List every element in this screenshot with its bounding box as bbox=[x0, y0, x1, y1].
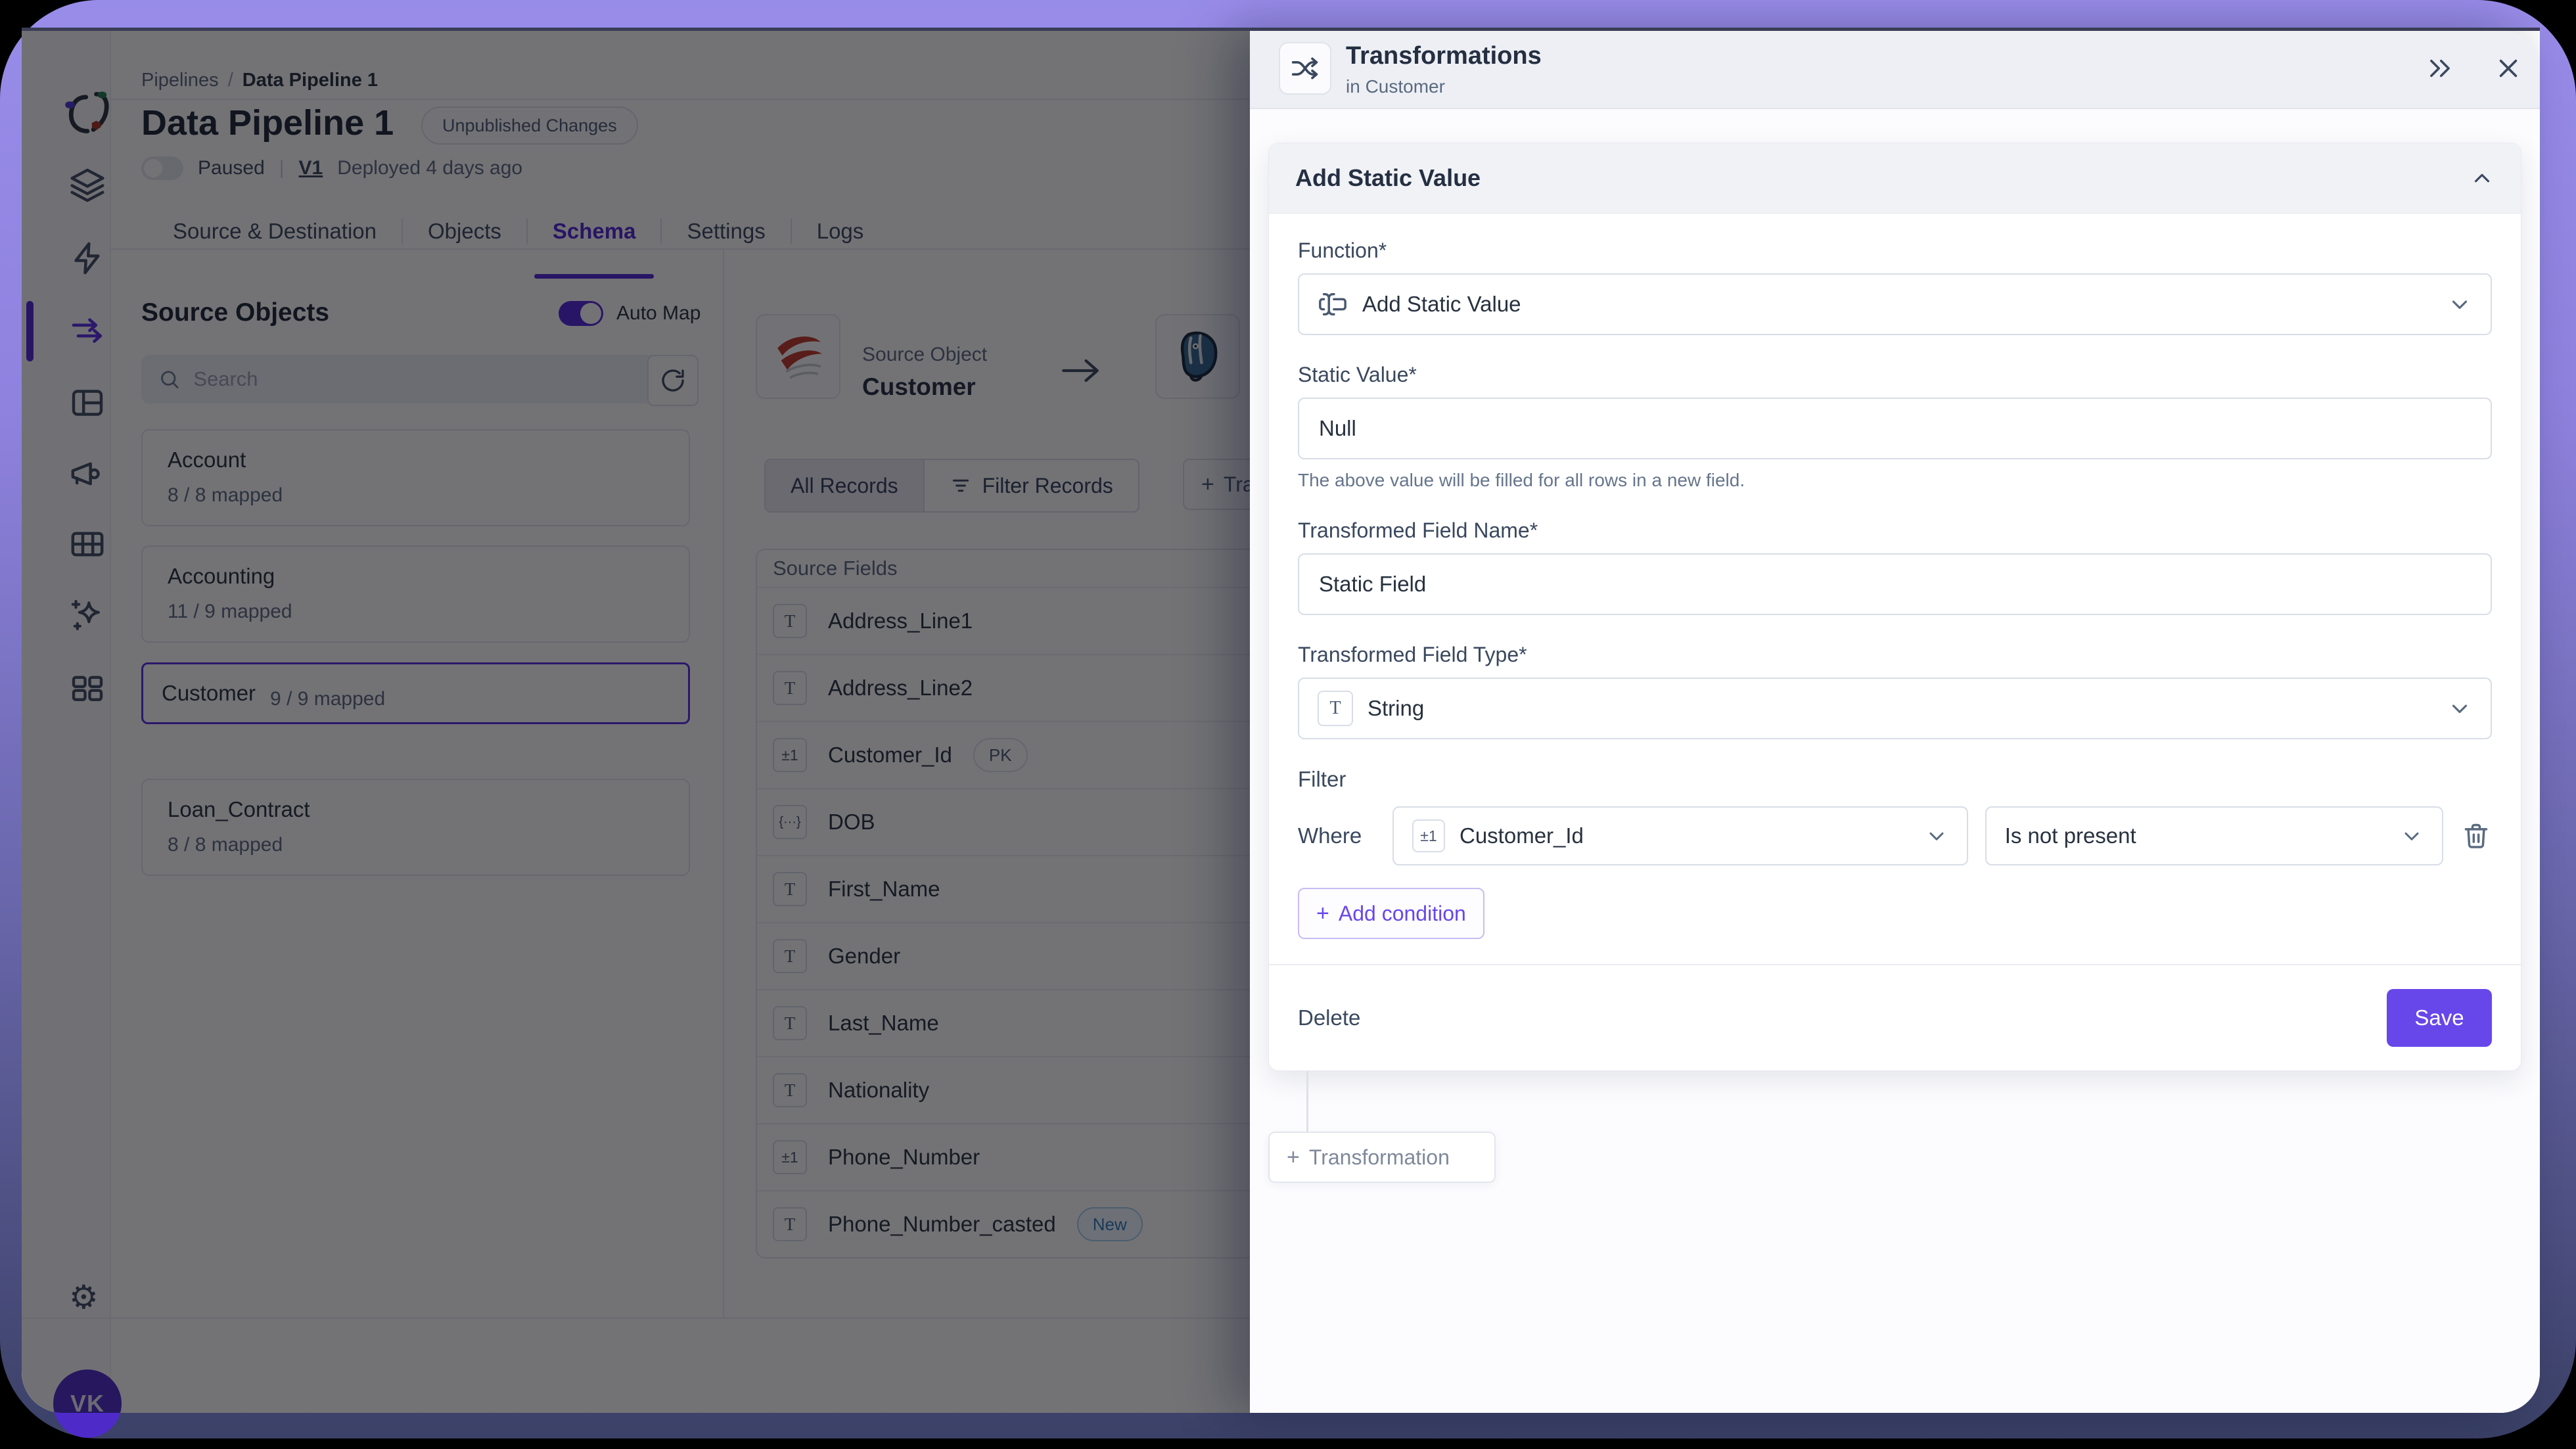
filter-field-value: Customer_Id bbox=[1460, 823, 1584, 848]
panel-title: Transformations bbox=[1346, 42, 1542, 70]
plus-icon: + bbox=[1287, 1145, 1300, 1170]
function-select[interactable]: Add Static Value bbox=[1298, 273, 2492, 335]
transformations-panel: Transformations in Customer Add Static V… bbox=[1250, 30, 2540, 1413]
card-title: Add Static Value bbox=[1295, 164, 1481, 191]
new-transformation-label: Transformation bbox=[1308, 1145, 1450, 1169]
field-type-label: Transformed Field Type* bbox=[1298, 643, 1527, 666]
add-static-value-card: Add Static Value Function* Add Static Va… bbox=[1268, 143, 2521, 1071]
chevron-down-icon bbox=[1925, 824, 1948, 848]
trash-icon bbox=[2464, 823, 2488, 848]
window-top-edge bbox=[22, 28, 2540, 31]
static-value-field bbox=[1298, 398, 2492, 459]
chevrons-right-icon bbox=[2430, 59, 2450, 78]
static-value-label: Static Value* bbox=[1298, 363, 1417, 386]
filter-section-label: Filter bbox=[1298, 767, 1346, 791]
function-value: Add Static Value bbox=[1362, 292, 1521, 316]
text-cursor-input-icon bbox=[1319, 292, 1346, 316]
function-label: Function* bbox=[1298, 239, 1387, 262]
card-footer: Delete Save bbox=[1269, 964, 2521, 1070]
filter-field-select[interactable]: ±1 Customer_Id bbox=[1392, 806, 1968, 865]
add-condition-label: Add condition bbox=[1338, 901, 1466, 925]
field-name-field bbox=[1298, 553, 2492, 615]
new-transformation-button[interactable]: + Transformation bbox=[1268, 1132, 1496, 1183]
panel-subtitle: in Customer bbox=[1346, 76, 1445, 97]
delete-button[interactable]: Delete bbox=[1298, 1005, 1361, 1030]
chevron-down-icon bbox=[2447, 696, 2472, 721]
collapse-panel-button[interactable] bbox=[2424, 53, 2456, 84]
add-condition-button[interactable]: + Add condition bbox=[1298, 888, 1484, 939]
chevron-up-icon[interactable] bbox=[2470, 166, 2495, 191]
transformations-icon-tile bbox=[1279, 42, 1331, 95]
filter-operator-select[interactable]: Is not present bbox=[1985, 806, 2443, 865]
close-icon bbox=[2499, 59, 2518, 78]
static-value-input[interactable] bbox=[1318, 415, 2472, 442]
static-value-helper: The above value will be filled for all r… bbox=[1298, 470, 1745, 490]
field-type-value: String bbox=[1368, 696, 1425, 720]
filter-operator-value: Is not present bbox=[2004, 823, 2136, 848]
save-button[interactable]: Save bbox=[2387, 989, 2492, 1047]
chevron-down-icon bbox=[2400, 824, 2424, 848]
number-type-icon: ±1 bbox=[1412, 819, 1445, 852]
plus-icon: + bbox=[1316, 901, 1329, 926]
card-header[interactable]: Add Static Value bbox=[1269, 143, 2521, 214]
transformation-connector-line bbox=[1306, 1071, 1308, 1132]
field-type-select[interactable]: T String bbox=[1298, 678, 2492, 739]
where-label: Where bbox=[1298, 823, 1362, 848]
shuffle-icon bbox=[1291, 57, 1318, 80]
field-name-label: Transformed Field Name* bbox=[1298, 518, 1538, 542]
delete-condition-button[interactable] bbox=[2460, 820, 2492, 852]
field-name-input[interactable] bbox=[1318, 571, 2472, 597]
close-panel-button[interactable] bbox=[2493, 53, 2524, 84]
panel-body: Add Static Value Function* Add Static Va… bbox=[1250, 109, 2540, 1183]
modal-dim-overlay[interactable] bbox=[22, 30, 1250, 1413]
card-body: Function* Add Static Value Static Value* bbox=[1269, 214, 2521, 1070]
filter-condition-row: Where ±1 Customer_Id Is not present bbox=[1298, 806, 2492, 865]
chevron-down-icon bbox=[2447, 292, 2472, 317]
panel-header: Transformations in Customer bbox=[1250, 30, 2540, 109]
string-type-icon: T bbox=[1318, 691, 1353, 726]
